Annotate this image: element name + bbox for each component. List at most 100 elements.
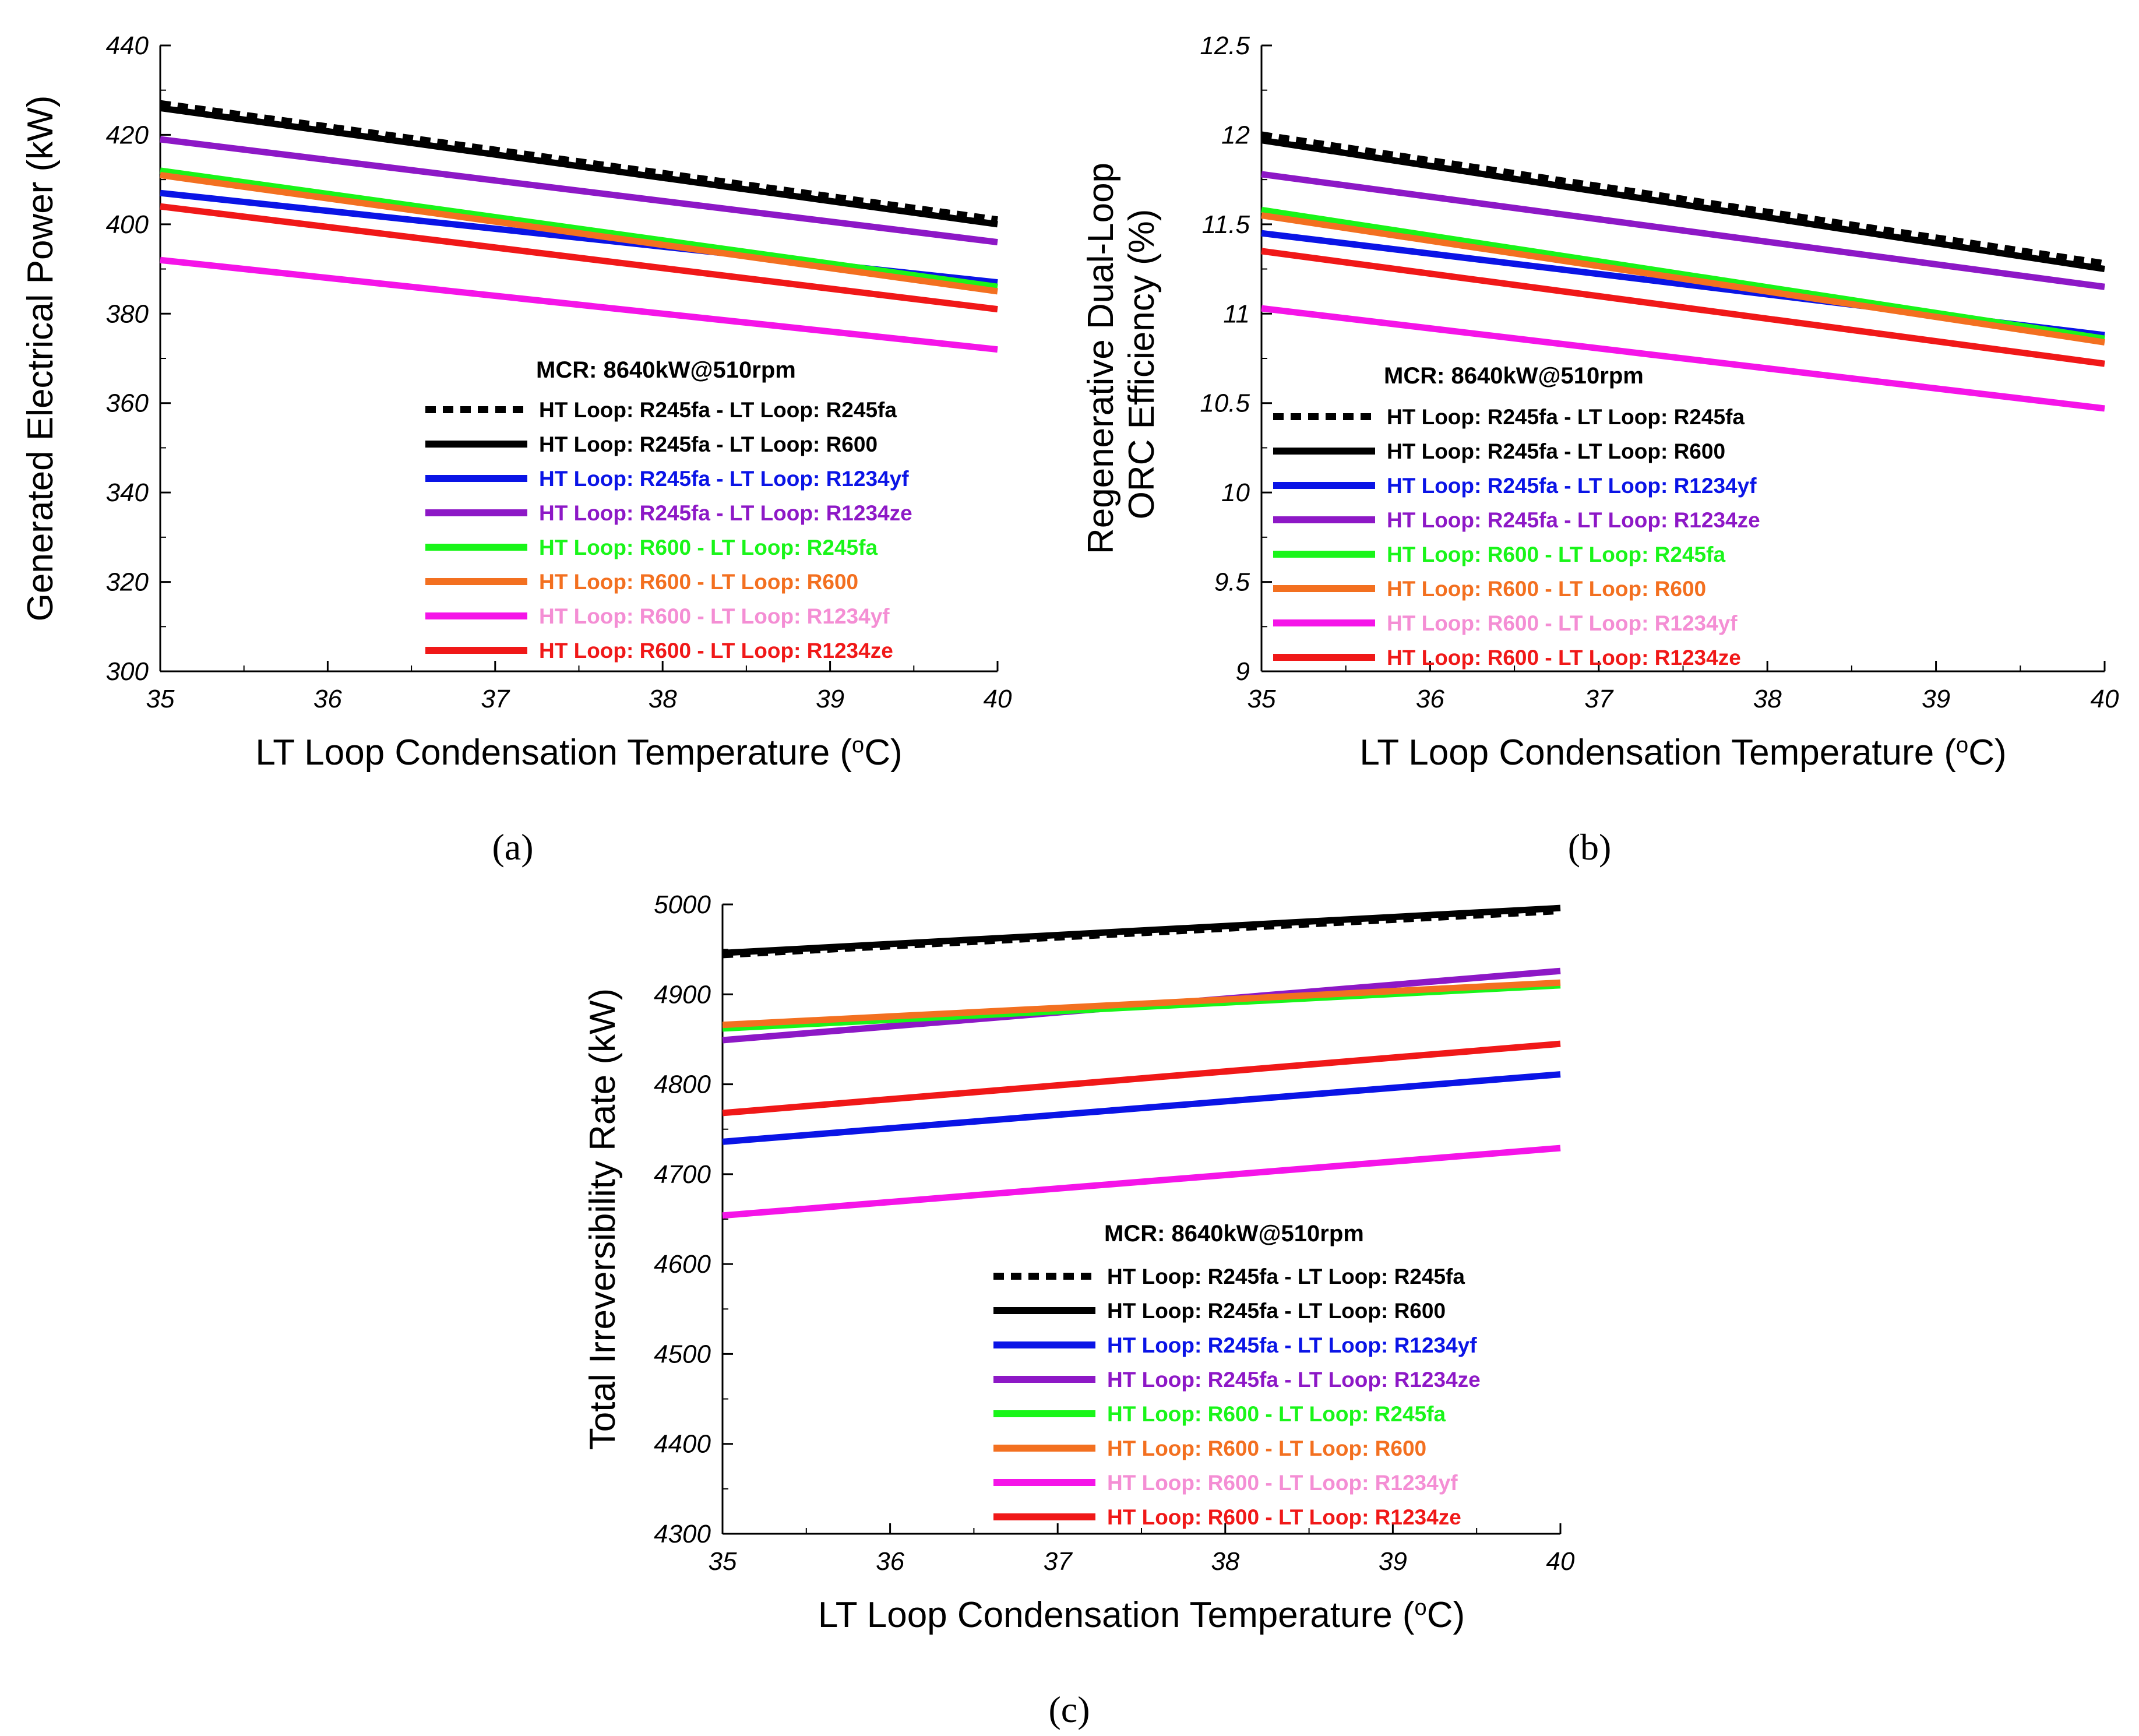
legend-label: HT Loop: R600 - LT Loop: R1234yf <box>539 604 890 628</box>
x-tick-label: 40 <box>984 685 1012 713</box>
legend-title: MCR: 8640kW@510rpm <box>1384 363 1644 389</box>
series-line <box>1261 212 2105 346</box>
x-tick-label: 38 <box>1753 685 1782 713</box>
legend-label: HT Loop: R245fa - LT Loop: R245fa <box>1387 405 1745 429</box>
y-tick-label: 10 <box>1221 478 1250 507</box>
legend-label: HT Loop: R245fa - LT Loop: R600 <box>1107 1299 1446 1323</box>
x-axis-label: LT Loop Condensation Temperature (oC) <box>818 1595 1465 1635</box>
y-tick-label: 4700 <box>654 1160 711 1189</box>
y-tick-label: 380 <box>106 300 149 328</box>
y-tick-label: 320 <box>106 568 149 597</box>
y-tick-label: 300 <box>106 657 149 686</box>
legend-label: HT Loop: R600 - LT Loop: R1234yf <box>1107 1471 1458 1495</box>
series-line <box>160 172 998 295</box>
series-line <box>160 104 998 228</box>
y-tick-label: 400 <box>106 210 149 239</box>
series-line <box>160 203 998 313</box>
y-tick-label: 5000 <box>654 890 711 919</box>
y-tick-label: 340 <box>106 478 149 507</box>
x-tick-label: 38 <box>1211 1547 1239 1576</box>
legend-label: HT Loop: R245fa - LT Loop: R245fa <box>539 398 897 422</box>
series-line <box>160 100 998 224</box>
series-line <box>722 1145 1561 1219</box>
y-tick-label: 11 <box>1223 300 1250 328</box>
y-tick-label: 4500 <box>654 1340 711 1368</box>
legend-label: HT Loop: R600 - LT Loop: R1234yf <box>1387 611 1738 635</box>
legend-label: HT Loop: R600 - LT Loop: R600 <box>1387 577 1706 601</box>
legend-label: HT Loop: R600 - LT Loop: R600 <box>539 570 858 594</box>
panel-label-b: (b) <box>1568 826 1612 868</box>
legend-label: HT Loop: R600 - LT Loop: R1234ze <box>1107 1505 1461 1529</box>
series-line <box>160 167 998 290</box>
series-line <box>722 1040 1561 1117</box>
x-tick-label: 35 <box>1248 685 1276 713</box>
legend-label: HT Loop: R245fa - LT Loop: R600 <box>1387 439 1725 463</box>
x-tick-label: 39 <box>1379 1547 1407 1576</box>
y-tick-label: 4400 <box>654 1430 711 1459</box>
legend-label: HT Loop: R245fa - LT Loop: R600 <box>539 432 878 456</box>
legend-label: HT Loop: R600 - LT Loop: R600 <box>1107 1436 1426 1460</box>
y-axis-label-line2: ORC Efficiency (%) <box>1122 209 1162 520</box>
y-tick-label: 4300 <box>654 1520 711 1548</box>
chart-c: 4300 4400 4500 4600 4700 4800 4900 5000 35 36 37 38… <box>583 890 1575 1635</box>
y-axis-label: Regenerative Dual-Loop <box>1081 163 1121 554</box>
y-axis-label: Generated Electrical Power (kW) <box>20 96 61 622</box>
y-tick-label: 420 <box>106 121 149 149</box>
y-tick-label: 9 <box>1236 657 1250 686</box>
legend-label: HT Loop: R600 - LT Loop: R245fa <box>1107 1402 1446 1426</box>
y-tick-label: 440 <box>106 31 149 60</box>
x-tick-label: 35 <box>146 685 175 713</box>
x-tick-label: 39 <box>1922 685 1950 713</box>
legend-label: HT Loop: R245fa - LT Loop: R245fa <box>1107 1265 1465 1288</box>
x-tick-label: 38 <box>649 685 677 713</box>
x-tick-label: 36 <box>1416 685 1444 713</box>
x-tick-label: 37 <box>1044 1547 1073 1576</box>
legend-label: HT Loop: R600 - LT Loop: R1234ze <box>1387 646 1741 670</box>
x-tick-label: 36 <box>876 1547 904 1576</box>
x-tick-label: 37 <box>481 685 510 713</box>
y-tick-label: 12.5 <box>1200 31 1250 60</box>
y-tick-label: 12 <box>1221 121 1250 149</box>
y-tick-label: 9.5 <box>1214 568 1250 597</box>
series-line <box>1261 171 2105 290</box>
x-tick-label: 35 <box>709 1547 737 1576</box>
series-line <box>1261 137 2105 273</box>
legend-label: HT Loop: R245fa - LT Loop: R1234yf <box>1107 1333 1477 1357</box>
y-tick-label: 4900 <box>654 980 711 1009</box>
y-tick-label: 4600 <box>654 1250 711 1279</box>
x-tick-label: 40 <box>2091 685 2119 713</box>
x-tick-label: 36 <box>313 685 342 713</box>
y-tick-label: 360 <box>106 389 149 418</box>
legend-title: MCR: 8640kW@510rpm <box>1104 1221 1364 1246</box>
legend-label: HT Loop: R600 - LT Loop: R1234ze <box>539 639 893 663</box>
x-axis-label: LT Loop Condensation Temperature (oC) <box>255 733 902 773</box>
x-tick-label: 40 <box>1546 1547 1575 1576</box>
series-line <box>722 979 1561 1029</box>
panel-label-a: (a) <box>492 826 533 868</box>
series-line <box>1261 206 2105 342</box>
legend-label: HT Loop: R245fa - LT Loop: R1234ze <box>1387 508 1760 532</box>
legend-title: MCR: 8640kW@510rpm <box>536 357 796 383</box>
series-line <box>1261 248 2105 367</box>
legend-label: HT Loop: R245fa - LT Loop: R1234ze <box>539 501 912 525</box>
legend-label: HT Loop: R245fa - LT Loop: R1234yf <box>1387 474 1757 498</box>
series-line <box>722 1071 1561 1145</box>
legend-label: HT Loop: R600 - LT Loop: R245fa <box>1387 543 1725 566</box>
y-tick-label: 10.5 <box>1200 389 1250 418</box>
legend-label: HT Loop: R245fa - LT Loop: R1234yf <box>539 467 909 491</box>
y-tick-label: 4800 <box>654 1071 711 1099</box>
x-tick-label: 37 <box>1584 685 1613 713</box>
series-line <box>160 136 998 246</box>
series-line <box>160 256 998 353</box>
series-line <box>1261 305 2105 412</box>
x-tick-label: 39 <box>816 685 844 713</box>
chart-b: 9 9.5 10 10.5 11 11.5 12 12.5 35 36 37 38 39 40 LT Loo… <box>1081 31 2119 773</box>
y-tick-label: 11.5 <box>1202 210 1250 239</box>
y-axis-label: Total Irreversibility Rate (kW) <box>583 988 623 1450</box>
legend-label: HT Loop: R600 - LT Loop: R245fa <box>539 536 878 559</box>
series-line <box>1261 131 2105 267</box>
x-axis-label: LT Loop Condensation Temperature (oC) <box>1359 733 2006 773</box>
legend-label: HT Loop: R245fa - LT Loop: R1234ze <box>1107 1368 1481 1392</box>
panel-label-c: (c) <box>1048 1689 1090 1730</box>
